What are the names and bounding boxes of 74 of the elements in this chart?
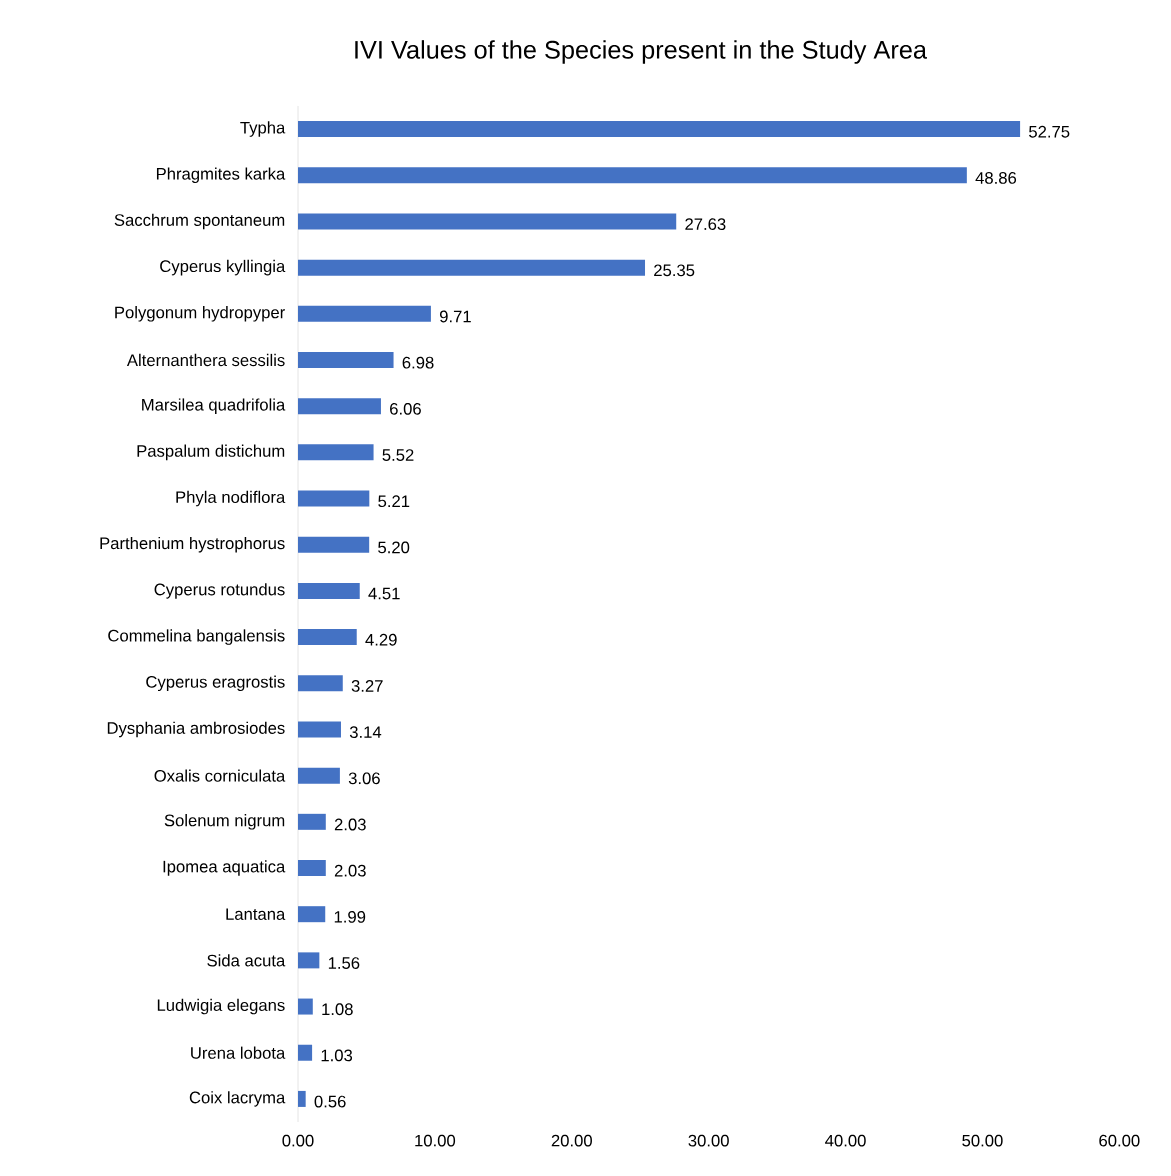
bar: [298, 675, 343, 692]
bar: [298, 259, 646, 276]
data-label: 2.03: [335, 818, 366, 831]
y-tick-label: Cyperus rotundus: [154, 583, 285, 599]
bar: [298, 444, 374, 461]
bar: [298, 167, 967, 184]
data-label: 1.08: [322, 1003, 353, 1016]
bar: [298, 305, 432, 322]
data-label: 9.71: [440, 310, 471, 323]
y-tick-label: Alternanthera sessilis: [127, 353, 285, 367]
data-label: 25.35: [654, 264, 695, 277]
y-tick-label: Sida acuta: [207, 954, 286, 967]
x-tick-label: 60.00: [1099, 1134, 1140, 1147]
data-label: 3.14: [350, 726, 382, 739]
y-tick-label: Coix lacryma: [189, 1091, 286, 1107]
y-tick-label: Parthenium hystrophorus: [100, 536, 285, 553]
bar: [298, 121, 1021, 138]
y-tick-label: Paspalum distichum: [137, 444, 285, 461]
x-tick-label: 10.00: [415, 1134, 456, 1147]
y-tick-label: Phyla nodiflora: [176, 490, 286, 507]
y-tick-label: Dysphania ambrosiodes: [108, 721, 285, 738]
data-label: 5.20: [378, 541, 410, 554]
x-tick-label: 30.00: [688, 1134, 730, 1147]
y-tick-label: Commelina bangalensis: [108, 629, 285, 645]
data-label: 6.98: [402, 356, 434, 369]
data-label: 5.21: [378, 495, 410, 508]
y-tick-label: Lantana: [226, 908, 286, 921]
y-tick-label: Cyperus eragrostis: [146, 675, 285, 692]
data-label: 4.29: [365, 633, 397, 646]
data-label: 48.86: [975, 172, 1017, 184]
y-tick-label: Marsilea quadrifolia: [142, 398, 286, 414]
y-tick-label: Cyperus kyllingia: [160, 259, 286, 276]
y-tick-label: Ipomea aquatica: [163, 860, 286, 876]
data-label: 52.75: [1029, 125, 1070, 138]
bar: [298, 906, 326, 923]
y-tick-label: Urena lobota: [191, 1046, 286, 1059]
data-label: 3.06: [348, 772, 381, 785]
data-label: 5.52: [382, 449, 414, 461]
bar: [298, 1044, 313, 1061]
data-label: 1.56: [329, 957, 360, 969]
y-tick-label: Phragmites karka: [157, 167, 286, 184]
y-tick-label: Ludwigia elegans: [158, 998, 285, 1015]
data-label: 4.51: [368, 587, 400, 600]
x-tick-label: 50.00: [962, 1134, 1003, 1147]
data-label: 0.56: [314, 1095, 346, 1108]
bar: [298, 767, 341, 784]
bar: [298, 998, 313, 1015]
data-label: 3.27: [351, 680, 383, 692]
bar: [298, 398, 382, 415]
data-label: 1.99: [334, 910, 366, 923]
data-label: 6.06: [390, 402, 422, 415]
bar: [298, 490, 370, 507]
y-tick-label: Oxalis corniculata: [154, 769, 286, 782]
data-label: 2.03: [335, 864, 366, 877]
bar: [298, 721, 342, 738]
y-tick-label: Typha: [240, 121, 286, 137]
x-tick-label: 20.00: [551, 1134, 593, 1147]
bar: [298, 629, 357, 646]
bar: [298, 813, 326, 830]
bar: [298, 213, 677, 230]
x-tick-label: 0.00: [282, 1134, 314, 1147]
bar: [298, 860, 326, 877]
y-tick-label: Polygonum hydropyper: [115, 306, 286, 322]
data-label: 1.03: [321, 1049, 353, 1062]
bar: [298, 582, 360, 599]
bar: [298, 952, 320, 969]
y-tick-label: Solenum nigrum: [164, 814, 285, 830]
bar: [298, 1090, 306, 1107]
x-tick-label: 40.00: [825, 1134, 866, 1147]
bar: [298, 352, 394, 368]
data-label: 27.63: [685, 218, 726, 231]
chart-title: IVI Values of the Species present in the Study Area: [355, 40, 928, 64]
y-tick-label: Sacchrum spontaneum: [114, 213, 285, 230]
bar: [298, 536, 370, 553]
